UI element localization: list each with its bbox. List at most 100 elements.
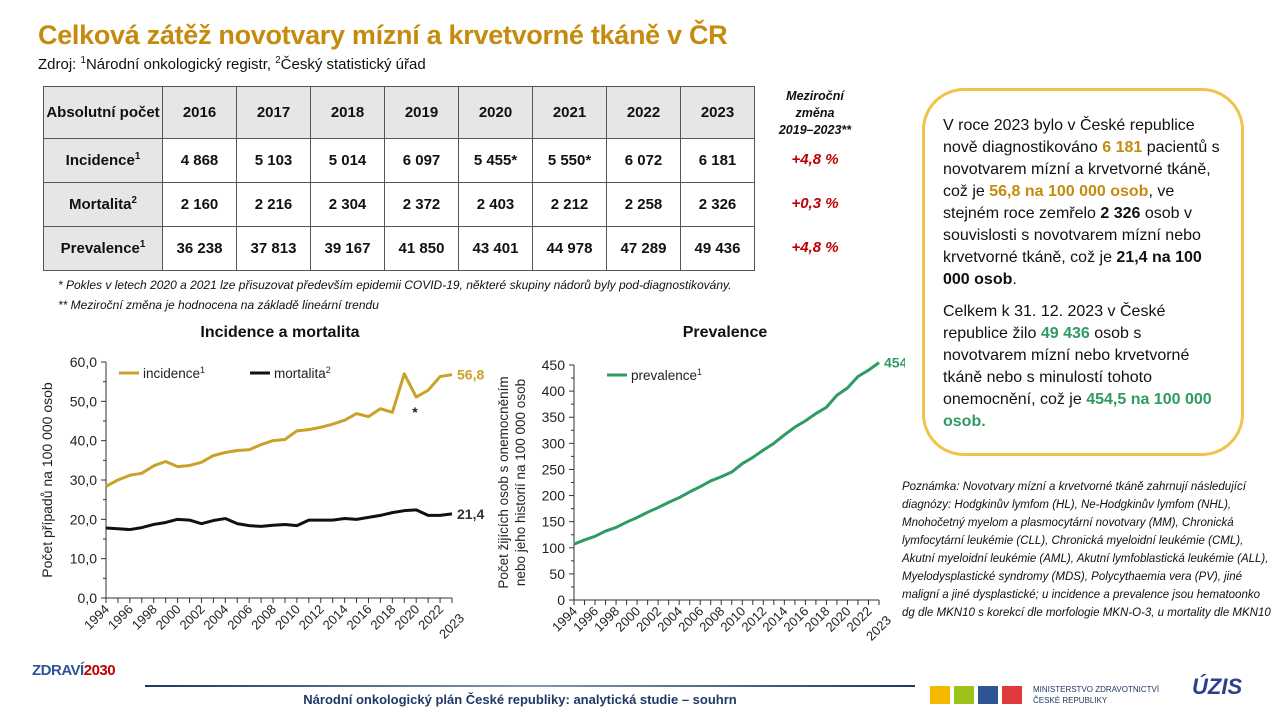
summary-text: Celkem k 31. 12. 2023 v České republice … xyxy=(943,303,1166,342)
end-label: 21,4 xyxy=(457,506,484,522)
year-header: 2021 xyxy=(532,86,607,139)
source-2: Český statistický úřad xyxy=(280,56,426,73)
summary-text: 56,8 na 100 000 osob xyxy=(989,183,1149,200)
table-cell: 49 436 xyxy=(680,226,755,271)
summary-text: 454,5 na 100 000 osob. xyxy=(943,391,1212,430)
summary-text: , ve stejném roce zemřelo xyxy=(943,183,1175,222)
y-axis-label: Počet žijících osob s onemocněním xyxy=(496,376,511,588)
x-tick-label: 2002 xyxy=(177,602,208,633)
incidence-mortality-chart: 0,010,020,030,040,050,060,01994199619982… xyxy=(39,354,484,642)
table-cell: 41 850 xyxy=(384,226,459,271)
y-tick-label: 150 xyxy=(542,514,566,530)
summary-text: pacientů s novotvarem mízní a krvetvorné… xyxy=(943,139,1220,200)
x-tick-label: 1998 xyxy=(129,602,160,633)
summary-text: V roce 2023 bylo v České republice nově … xyxy=(943,117,1195,156)
y-tick-label: 200 xyxy=(542,488,566,504)
footnote-1: * Pokles v letech 2020 a 2021 lze přisuz… xyxy=(58,278,732,292)
y-tick-label: 400 xyxy=(542,383,566,399)
table-cell: 43 401 xyxy=(458,226,533,271)
sup: 1 xyxy=(80,55,86,66)
row-label-text: Prevalence xyxy=(60,240,140,257)
ministry-name: MINISTERSTVO ZDRAVOTNICTVÍ ČESKÉ REPUBLIK… xyxy=(1033,684,1159,706)
table-cell: 4 868 xyxy=(162,138,237,183)
summary-text: osob s novotvarem mízní nebo krvetvorné … xyxy=(943,325,1190,408)
ministry-line: MINISTERSTVO ZDRAVOTNICTVÍ xyxy=(1033,685,1160,694)
series-line-incidence xyxy=(105,372,453,488)
ministry-line: ČESKÉ REPUBLIKY xyxy=(1033,696,1108,705)
year-header: 2016 xyxy=(162,86,237,139)
table-cell: 2 372 xyxy=(384,182,459,227)
y-tick-label: 50 xyxy=(549,566,565,582)
y-tick-label: 30,0 xyxy=(70,472,97,488)
year-header: 2019 xyxy=(384,86,459,139)
yoy-header-line: změna xyxy=(795,105,835,120)
year-header: 2022 xyxy=(606,86,681,139)
table-cell: 2 216 xyxy=(236,182,311,227)
summary-text: 21,4 na 100 000 osob xyxy=(943,249,1202,288)
x-tick-label: 2020 xyxy=(391,602,422,633)
table-corner: Absolutní počet xyxy=(43,86,163,139)
legend-text: prevalence xyxy=(631,368,697,383)
footer-text: Národní onkologický plán České republiky… xyxy=(303,692,737,707)
series-line-mortalita xyxy=(105,508,453,532)
legend-sup: 2 xyxy=(326,365,331,375)
y-axis-label: nebo jeho historií na 100 000 osob xyxy=(513,379,528,586)
legend-label: incidence1 xyxy=(143,365,205,381)
y-tick-label: 100 xyxy=(542,540,566,556)
table-cell: 2 212 xyxy=(532,182,607,227)
x-tick-label: 2010 xyxy=(272,602,303,633)
x-tick-label: 2000 xyxy=(153,602,184,633)
summary-text: 49 436 xyxy=(1040,325,1090,342)
table-cell: 36 238 xyxy=(162,226,237,271)
year-header: 2018 xyxy=(310,86,385,139)
summary-paragraph-2: Celkem k 31. 12. 2023 v České republice … xyxy=(943,301,1229,433)
uzis-logo: ÚZIS xyxy=(1192,674,1243,699)
x-tick-label: 2008 xyxy=(248,602,279,633)
table-cell: 5 455* xyxy=(458,138,533,183)
table-cell: 2 258 xyxy=(606,182,681,227)
table-cell: 2 403 xyxy=(458,182,533,227)
table-cell: 37 813 xyxy=(236,226,311,271)
table-cell: 6 072 xyxy=(606,138,681,183)
table-cell: 2 304 xyxy=(310,182,385,227)
y-tick-label: 10,0 xyxy=(70,551,97,567)
yoy-mortality: +0,3 % xyxy=(791,195,839,212)
yoy-header-line: Meziroční xyxy=(786,89,844,103)
sup: 2 xyxy=(131,195,137,206)
y-tick-label: 250 xyxy=(542,461,566,477)
chart-title-prevalence: Prevalence xyxy=(682,324,768,341)
row-label: Prevalence1 xyxy=(43,226,163,271)
x-tick-label: 1996 xyxy=(105,602,136,633)
table-cell: 2 160 xyxy=(162,182,237,227)
summary-text: osob v souvislosti s novotvarem mízní ne… xyxy=(943,205,1201,266)
y-tick-label: 300 xyxy=(542,435,566,451)
source-line: Zdroj: 1Národní onkologický registr, 2Če… xyxy=(38,56,426,73)
y-tick-label: 450 xyxy=(542,357,566,373)
yoy-prevalence: +4,8 % xyxy=(791,239,839,256)
data-table: Absolutní počet 2016 2017 2018 2019 2020 2021… xyxy=(43,86,755,271)
chart-title-incidence: Incidence a mortalita xyxy=(200,324,360,341)
table-cell: 5 550* xyxy=(532,138,607,183)
sup: 1 xyxy=(139,239,146,250)
summary-text: 6 181 xyxy=(1102,139,1143,156)
source-1: Národní onkologický registr, xyxy=(85,56,276,73)
note-text: Poznámka: Novotvary mízní a krvetvorné t… xyxy=(902,481,1271,619)
end-label: 56,8 xyxy=(457,367,484,383)
legend-sup: 1 xyxy=(697,367,702,377)
year-header: 2020 xyxy=(458,86,533,139)
x-tick-label: 2006 xyxy=(224,602,255,633)
row-label: Incidence1 xyxy=(43,138,163,183)
y-tick-label: 350 xyxy=(542,409,566,425)
row-label-text: Mortalita xyxy=(69,196,132,213)
ministry-logo-icon xyxy=(930,686,1022,704)
legend-label: prevalence1 xyxy=(631,367,702,383)
x-tick-label: 2014 xyxy=(320,602,351,633)
table-cell: 6 181 xyxy=(680,138,755,183)
footnote-2: ** Meziroční změna je hodnocena na zákla… xyxy=(58,298,379,312)
legend-sup: 1 xyxy=(200,365,205,375)
yoy-incidence: +4,8 % xyxy=(791,151,839,168)
x-tick-label: 2004 xyxy=(200,602,231,633)
legend-text: mortalita xyxy=(274,366,326,381)
table-row: Incidence1 4 868 5 103 5 014 6 097 5 455* 5 55… xyxy=(43,138,755,183)
prevalence-chart: 0501001502002503003504004501994199619982… xyxy=(496,355,905,644)
